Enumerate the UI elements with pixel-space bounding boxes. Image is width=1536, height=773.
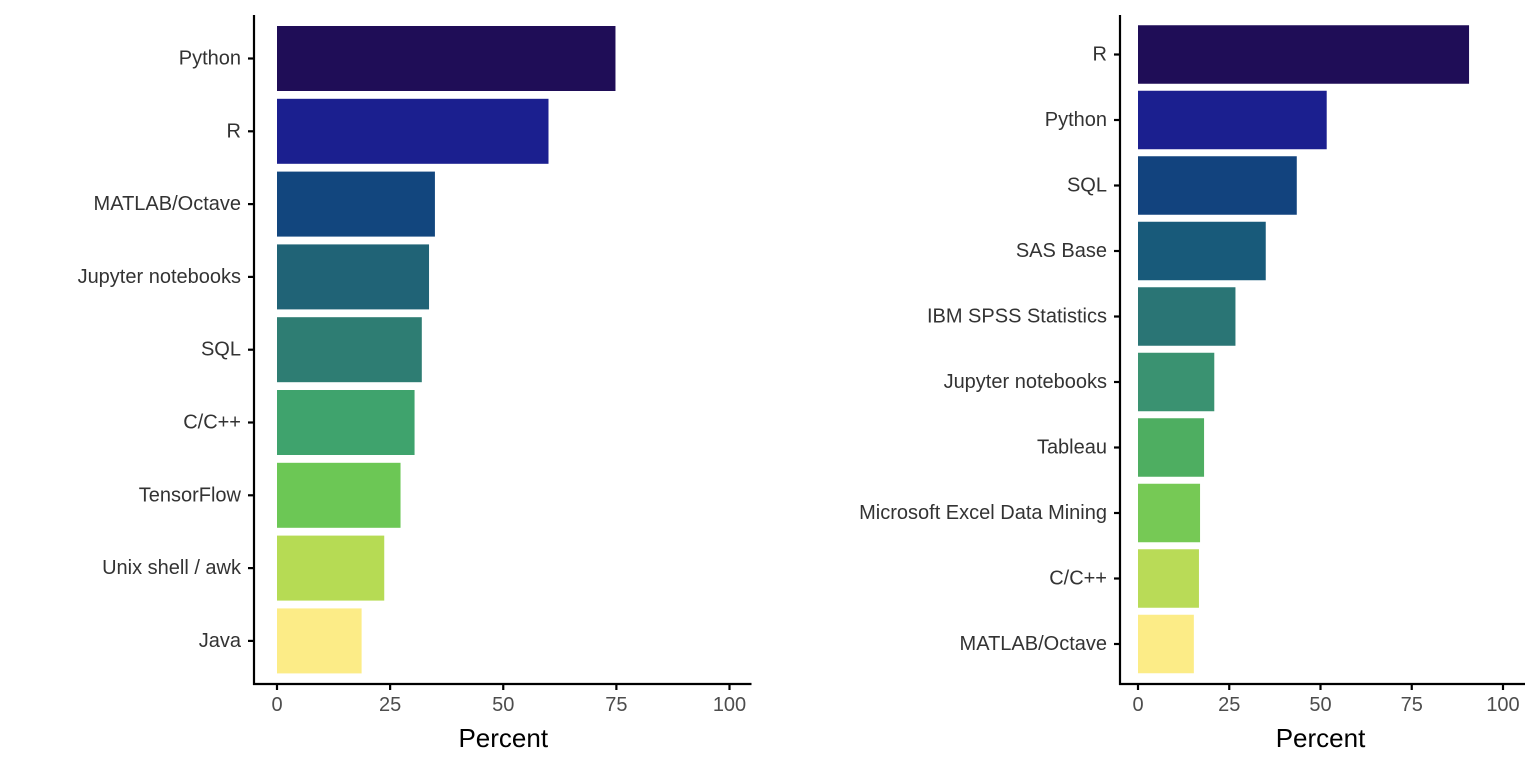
category-label: SAS Base: [1016, 240, 1107, 262]
bar-matlab-octave: [277, 171, 435, 237]
category-label: MATLAB/Octave: [960, 633, 1107, 655]
category-label: C/C++: [183, 412, 241, 434]
x-axis-title: Percent: [1276, 723, 1366, 753]
bar-r: [277, 98, 549, 164]
bar-python: [1138, 90, 1327, 150]
x-tick-label: 0: [1132, 694, 1143, 716]
category-label: Microsoft Excel Data Mining: [859, 502, 1107, 524]
category-label: SQL: [201, 339, 241, 361]
x-tick-label: 50: [1309, 694, 1331, 716]
x-tick-label: 75: [1401, 694, 1423, 716]
x-tick-label: 25: [379, 694, 401, 716]
bar-c-c-: [277, 390, 415, 455]
bar-matlab-octave: [1138, 614, 1194, 674]
category-label: MATLAB/Octave: [94, 193, 241, 215]
category-label: Unix shell / awk: [102, 557, 242, 579]
category-label: C/C++: [1049, 568, 1107, 590]
bar-tableau: [1138, 418, 1205, 477]
x-tick-label: 100: [713, 694, 746, 716]
category-label: Jupyter notebooks: [78, 266, 241, 288]
bar-tensorflow: [277, 462, 401, 528]
right-panel: R Python SQL SAS Base IBM SPSS Statistics Jup…: [859, 15, 1525, 753]
category-label: Jupyter notebooks: [944, 371, 1107, 393]
category-label: Java: [199, 630, 242, 652]
x-tick-label: 0: [271, 694, 282, 716]
bar-sas-base: [1138, 221, 1266, 281]
left-panel: Python R MATLAB/Octave Jupyter notebooks SQL…: [78, 15, 752, 753]
bar-jupyter-notebooks: [1138, 352, 1215, 412]
bar-microsoft-excel-data-mining: [1138, 483, 1201, 543]
bar-jupyter-notebooks: [277, 244, 430, 310]
x-tick-label: 100: [1486, 694, 1519, 716]
x-axis-title: Percent: [458, 723, 548, 753]
category-label: Python: [179, 48, 241, 70]
category-label: IBM SPSS Statistics: [927, 306, 1107, 328]
bar-c-c-: [1138, 549, 1199, 608]
category-label: TensorFlow: [139, 484, 242, 506]
bar-r: [1138, 25, 1470, 84]
category-label: Tableau: [1037, 437, 1107, 459]
x-tick-label: 75: [605, 694, 627, 716]
x-tick-label: 25: [1218, 694, 1240, 716]
bar-unix-shell-awk: [277, 535, 385, 601]
x-tick-label: 50: [492, 694, 514, 716]
bar-java: [277, 608, 362, 674]
category-label: R: [1093, 44, 1107, 66]
bar-ibm-spss-statistics: [1138, 287, 1236, 346]
category-label: SQL: [1067, 175, 1107, 197]
category-label: R: [227, 120, 241, 142]
bar-python: [277, 26, 616, 91]
bar-sql: [277, 317, 422, 383]
bar-sql: [1138, 156, 1297, 215]
category-label: Python: [1045, 109, 1107, 131]
